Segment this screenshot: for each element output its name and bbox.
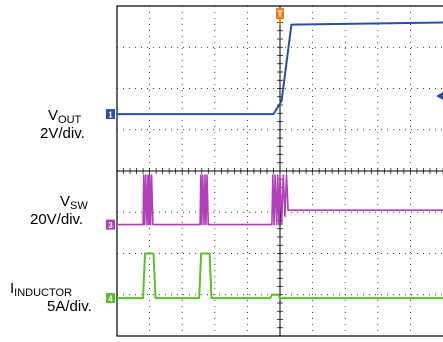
vsw-label-sub: SW [70, 200, 88, 212]
iinductor-label-main: I [10, 280, 15, 297]
channel-1-marker-label: 1 [108, 111, 113, 120]
iinductor-label-sub: INDUCTOR [14, 287, 73, 299]
trigger-level-arrow [436, 92, 443, 100]
vout-scale: 2V/div. [40, 125, 85, 142]
vout-label-main: V [48, 107, 59, 124]
channel-4-marker [106, 293, 115, 304]
vout-label-sub: OUT [58, 114, 82, 126]
scope-traces [117, 21, 443, 300]
trace-channel-4 [117, 252, 443, 300]
iinductor-scale: 5A/div. [47, 298, 92, 315]
channel-1-marker [106, 109, 115, 120]
vsw-scale: 20V/div. [30, 211, 84, 228]
trigger-marker [276, 8, 284, 19]
scope-grid [116, 5, 443, 337]
vsw-label: VSW [60, 194, 88, 214]
trace-channel-1 [117, 21, 443, 116]
vsw-label-main: V [60, 193, 71, 210]
trigger-marker-label: T [277, 9, 283, 19]
channel-3-marker [106, 219, 115, 230]
vout-label: VOUT [48, 108, 81, 128]
iinductor-label: IINDUCTOR [10, 281, 72, 301]
channel-markers: 1 3 4 T [106, 8, 443, 304]
channel-3-marker-label: 3 [108, 221, 113, 230]
channel-4-marker-label: 4 [108, 295, 113, 304]
trace-channel-3 [117, 174, 443, 226]
